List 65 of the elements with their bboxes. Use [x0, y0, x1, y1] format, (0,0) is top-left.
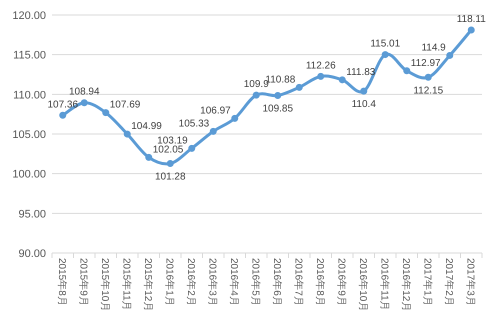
data-label: 109.9: [244, 79, 270, 90]
x-tick-label: 2017年1月: [421, 258, 434, 306]
point: [403, 67, 410, 74]
data-label: 102.05: [152, 144, 184, 156]
x-tick-label: 2015年9月: [77, 258, 90, 306]
point: [468, 26, 475, 34]
x-tick-label: 2015年10月: [98, 258, 111, 312]
x-tick-label: 2016年5月: [249, 258, 262, 306]
data-label: 103.19: [157, 135, 188, 146]
data-label: 106.97: [200, 105, 232, 116]
point: [317, 72, 324, 80]
y-tick-label: 100.00: [12, 168, 46, 181]
point: [102, 109, 110, 116]
point: [59, 112, 66, 119]
data-label: 118.11: [456, 14, 486, 25]
y-tick-label: 95.00: [18, 208, 46, 220]
point: [80, 99, 88, 106]
x-tick-label: 2016年2月: [184, 258, 197, 306]
data-label: 109.85: [262, 104, 294, 115]
x-tick-label: 2016年1月: [163, 258, 176, 306]
point: [274, 92, 282, 100]
x-tick-label: 2015年12月: [142, 258, 154, 312]
point: [296, 84, 303, 91]
data-label: 107.36: [47, 99, 78, 110]
x-tick-label: 2016年11月: [378, 258, 390, 311]
x-tick-label: 2017年3月: [464, 258, 476, 306]
x-tick-label: 2015年8月: [56, 258, 68, 306]
data-label: 112.15: [413, 85, 444, 96]
data-label: 107.69: [110, 100, 141, 111]
data-label: 112.26: [306, 60, 336, 72]
point: [424, 74, 432, 81]
point: [231, 114, 238, 122]
data-label: 112.97: [410, 58, 442, 69]
y-tick-label: 105.00: [12, 129, 46, 141]
x-tick-label: 2016年10月: [356, 258, 369, 312]
point: [446, 52, 454, 59]
point: [124, 130, 131, 138]
point: [145, 154, 152, 161]
data-label: 105.33: [178, 118, 210, 130]
data-label: 104.99: [131, 121, 162, 132]
x-tick-label: 2016年8月: [314, 258, 326, 306]
y-tick-label: 120.00: [12, 10, 46, 22]
data-label: 115.01: [370, 38, 401, 50]
data-label: 108.94: [68, 86, 100, 98]
data-label: 101.28: [154, 172, 186, 183]
data-label: 114.9: [421, 42, 446, 54]
point: [210, 128, 217, 135]
point: [166, 160, 174, 168]
point: [252, 92, 260, 99]
point: [338, 76, 346, 84]
data-label: 110.4: [352, 99, 376, 110]
y-tick-label: 90.00: [18, 248, 46, 260]
x-tick-label: 2016年4月: [228, 258, 240, 306]
y-tick-label: 115.00: [13, 50, 46, 62]
x-tick-label: 2016年6月: [270, 258, 283, 306]
x-tick-label: 2016年12月: [400, 258, 412, 312]
point: [188, 144, 196, 152]
x-tick-label: 2016年9月: [335, 258, 348, 306]
x-tick-label: 2016年7月: [292, 258, 304, 306]
x-tick-label: 2017年2月: [442, 258, 455, 306]
y-tick-label: 110.00: [13, 89, 46, 102]
point: [382, 51, 389, 58]
x-tick-label: 2016年3月: [206, 258, 218, 306]
x-tick-label: 2015年11月: [120, 258, 132, 311]
point: [360, 88, 368, 95]
